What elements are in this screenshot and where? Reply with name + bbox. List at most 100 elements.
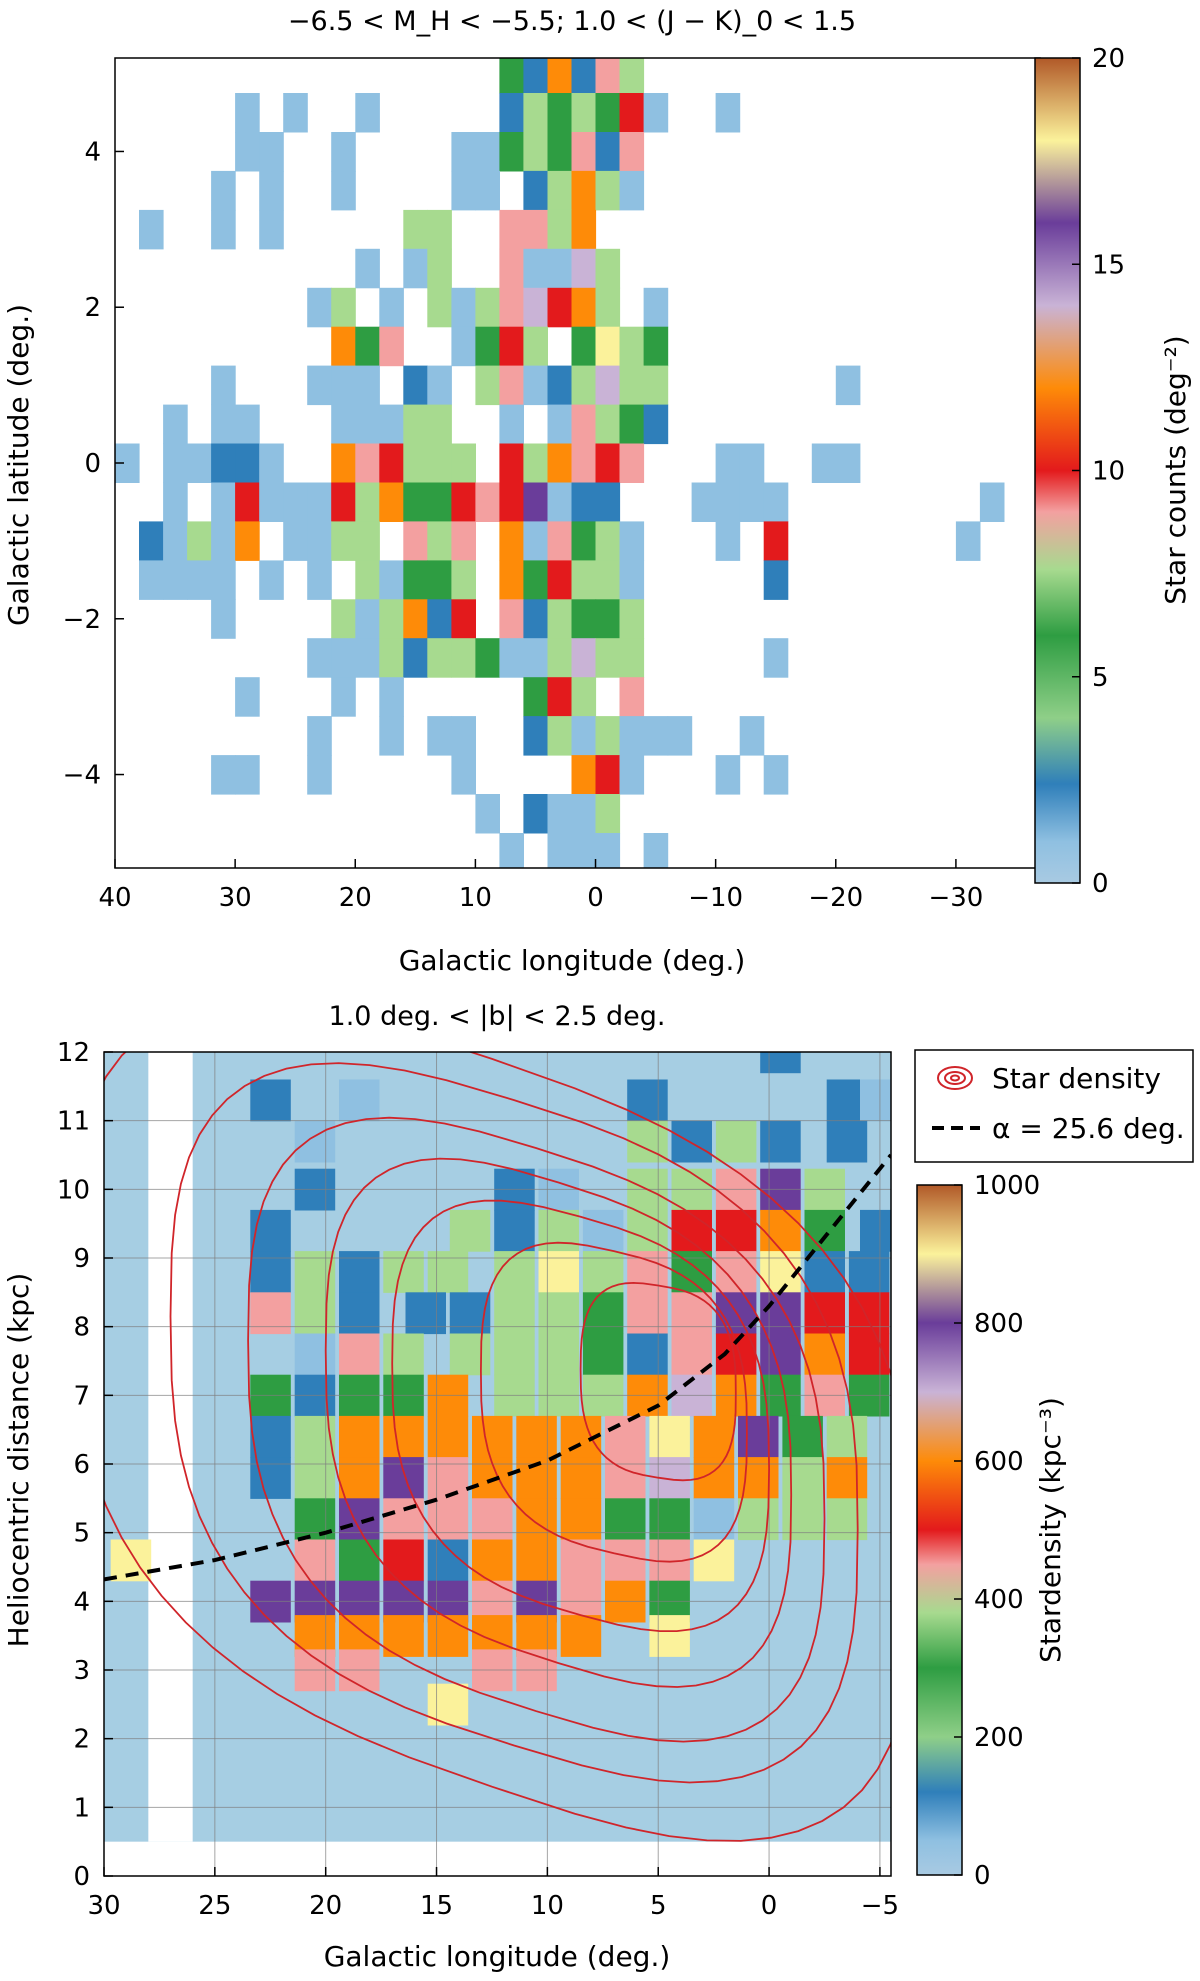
top-cell [403, 209, 428, 250]
top-cell [595, 93, 621, 133]
legend-label-alpha: α = 25.6 deg. [992, 1112, 1185, 1145]
top-cell [571, 287, 597, 328]
top-cell [595, 132, 621, 172]
top-cell [595, 716, 621, 756]
bottom-cell [250, 1292, 291, 1335]
bottom-cell [826, 1120, 868, 1163]
top-cell [595, 560, 621, 600]
top-x-axis-label: Galactic longitude (deg.) [399, 944, 746, 977]
bottom-cell [560, 1539, 602, 1582]
top-cell [523, 560, 548, 600]
bottom-cell [250, 1251, 291, 1293]
bottom-cell [516, 1498, 557, 1541]
bottom-x-tick-label: 5 [650, 1891, 667, 1921]
top-cell [331, 132, 356, 172]
top-cell [571, 248, 597, 289]
bottom-cell [715, 1120, 757, 1163]
top-cell [139, 560, 164, 600]
bottom-y-tick-label: 4 [73, 1587, 90, 1617]
top-cell [355, 521, 380, 561]
top-cell [715, 443, 741, 483]
top-cell [811, 443, 837, 483]
bottom-cell [649, 1415, 690, 1458]
bottom-cell [294, 1333, 336, 1376]
bottom-x-tick-label: 20 [309, 1891, 342, 1921]
top-y-tick-label: 4 [84, 137, 101, 167]
bottom-colorbar-tick-label: 800 [974, 1309, 1024, 1339]
bottom-x-tick-label: 15 [420, 1891, 453, 1921]
top-cell [979, 482, 1005, 522]
top-cell [427, 209, 452, 250]
top-cell [763, 755, 789, 795]
top-cell [763, 482, 789, 522]
bottom-cell [472, 1498, 513, 1541]
top-cell [475, 287, 500, 328]
bottom-cell [860, 1209, 891, 1252]
top-colorbar-tick-label: 5 [1092, 663, 1109, 693]
bottom-cell [427, 1457, 469, 1499]
top-cell [355, 560, 380, 600]
top-x-ticks: 40 30 20 10 0 −10 −20 −30 [98, 859, 983, 913]
bottom-cell [449, 1209, 491, 1252]
top-cell [499, 482, 524, 522]
top-cell [475, 365, 500, 406]
top-cell [331, 443, 356, 483]
top-cell [283, 482, 308, 522]
bottom-cell [383, 1498, 424, 1541]
top-x-tick-label: 40 [98, 883, 131, 913]
top-cell [643, 287, 669, 328]
top-cell [619, 638, 645, 678]
top-cell [451, 755, 476, 795]
top-y-tick-label: −4 [63, 761, 101, 791]
bottom-cell [560, 1615, 602, 1657]
top-cell [547, 521, 573, 561]
top-cell [523, 794, 548, 834]
top-cell [547, 404, 573, 445]
top-cell [427, 716, 452, 756]
top-cell [355, 443, 380, 483]
bottom-cell [383, 1333, 424, 1376]
bottom-cell [693, 1415, 735, 1458]
bottom-cell [294, 1457, 336, 1499]
bottom-cell [760, 1292, 801, 1335]
top-cell [643, 326, 669, 367]
top-cell [235, 443, 260, 483]
bottom-cell [715, 1251, 757, 1293]
bottom-cell [383, 1539, 424, 1582]
bottom-y-tick-label: 11 [57, 1107, 90, 1137]
top-cell [499, 560, 524, 600]
bottom-cell [605, 1457, 646, 1499]
top-cell [763, 638, 789, 678]
top-x-tick-label: 10 [459, 883, 492, 913]
top-cell [499, 638, 524, 678]
top-cell [499, 599, 524, 639]
top-cell [355, 248, 380, 289]
top-cell [571, 132, 597, 172]
bottom-cell [294, 1539, 336, 1582]
bottom-colorbar-tick-label: 1000 [974, 1171, 1040, 1201]
top-cell [283, 521, 308, 561]
bottom-cell [804, 1209, 845, 1252]
top-cell [619, 443, 645, 483]
top-cell [235, 521, 260, 561]
top-cell [379, 677, 404, 717]
top-cell [691, 482, 717, 522]
contour-level [479, 1241, 748, 1563]
bottom-cell [339, 1457, 380, 1499]
bottom-cell [472, 1415, 513, 1458]
top-cell [331, 638, 356, 678]
bottom-cell [449, 1333, 491, 1376]
top-cell [523, 248, 548, 289]
top-cell [427, 443, 452, 483]
top-cell [499, 326, 524, 367]
top-cell [619, 677, 645, 717]
legend-label-density: Star density [992, 1062, 1161, 1095]
top-cell [547, 132, 573, 172]
bottom-colorbar-tick-label: 0 [974, 1861, 991, 1891]
bottom-cell [250, 1415, 291, 1458]
top-cell [163, 443, 188, 483]
top-cell [523, 365, 548, 406]
top-cell [451, 287, 476, 328]
top-cell [235, 482, 260, 522]
top-cell [955, 521, 981, 561]
